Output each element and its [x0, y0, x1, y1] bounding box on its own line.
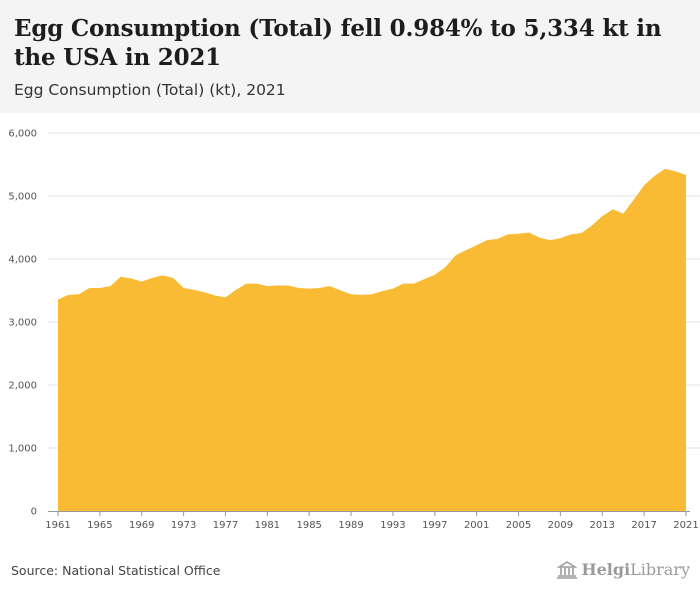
x-tick-label: 1981	[255, 520, 280, 531]
y-tick-label: 3,000	[8, 318, 37, 329]
helgi-library-logo[interactable]: HelgiLibrary	[556, 560, 690, 579]
data-area	[58, 168, 686, 511]
x-tick-label: 1969	[129, 520, 154, 531]
area-chart: 0 1,000 2,000 3,000 4,000 5,000 6,000 1961 1965 1…	[8, 129, 700, 531]
x-tick-label: 1977	[213, 520, 238, 531]
y-tick-label: 1,000	[8, 444, 37, 455]
x-tick-label: 1961	[45, 520, 70, 531]
x-tick-label: 2021	[673, 520, 698, 531]
x-tick-label: 1985	[296, 520, 321, 531]
header: Egg Consumption (Total) fell 0.984% to 5…	[0, 0, 700, 113]
x-tick-label: 2005	[506, 520, 531, 531]
y-tick-label: 2,000	[8, 381, 37, 392]
x-tick-label: 1989	[338, 520, 363, 531]
x-tick-label: 1965	[87, 520, 112, 531]
x-tick-label: 2001	[464, 520, 489, 531]
y-tick-label: 0	[31, 507, 37, 518]
chart-subtitle: Egg Consumption (Total) (kt), 2021	[14, 81, 286, 99]
page-title: Egg Consumption (Total) fell 0.984% to 5…	[14, 15, 662, 71]
y-tick-label: 5,000	[8, 192, 37, 203]
source-note: Source: National Statistical Office	[11, 563, 221, 578]
x-tick-label: 1973	[171, 520, 196, 531]
logo-text-library: Library	[630, 560, 690, 579]
y-tick-label: 6,000	[8, 129, 37, 140]
y-tick-label: 4,000	[8, 255, 37, 266]
library-building-icon	[556, 560, 577, 579]
x-tick-label: 2017	[631, 520, 656, 531]
logo-text-helgi: Helgi	[581, 560, 631, 579]
x-tick-label: 2009	[548, 520, 573, 531]
x-tick-label: 1993	[380, 520, 405, 531]
x-tick-label: 1997	[422, 520, 447, 531]
x-tick-label: 2013	[590, 520, 615, 531]
